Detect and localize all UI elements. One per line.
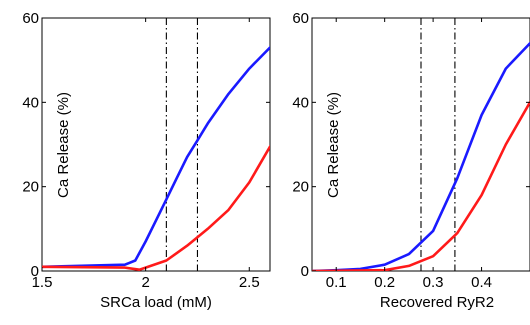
chart-2-ytick-label-2: 20 xyxy=(292,179,309,196)
chart-1-axes-frame xyxy=(41,17,271,272)
chart-2-ytick-label-3: 40 xyxy=(292,94,309,111)
chart-2-ytick-label-1: 0 xyxy=(301,263,309,280)
chart-1-ytick-label-1: 0 xyxy=(31,263,39,280)
chart-2-ytick-label-4: 60 xyxy=(292,10,309,27)
chart-2-panel: 0.1 0.2 0.3 0.4 0 20 40 60 Recovered RyR2 Ca Rele… xyxy=(292,10,530,311)
chart-1-panel: 1.5 2 2.5 0 20 40 60 SRCa load (mM) Ca Release (… xyxy=(22,10,271,311)
chart-2-series-2-line xyxy=(312,101,530,271)
chart-1-xlabel: SRCa load (mM) xyxy=(100,294,212,311)
chart-2-xtick-label-1: 0.1 xyxy=(326,274,347,291)
chart-1-series-1-line xyxy=(42,46,270,269)
chart-1-ytick-label-2: 20 xyxy=(22,179,39,196)
chart-2-ylabel: Ca Release (%) xyxy=(325,92,342,198)
chart-2-xlabel: Recovered RyR2 xyxy=(380,294,494,311)
chart-2-xtick-label-4: 0.4 xyxy=(471,274,492,291)
chart-1-xtick-label-2: 2 xyxy=(141,274,149,291)
chart-1-xtick-label-3: 2.5 xyxy=(239,274,260,291)
chart-1-ylabel: Ca Release (%) xyxy=(55,92,72,198)
chart-2-xtick-label-2: 0.2 xyxy=(374,274,395,291)
chart-2-xtick-label-3: 0.3 xyxy=(423,274,444,291)
chart-1-xtick-label-1: 1.5 xyxy=(32,274,53,291)
chart-1-series-2-line xyxy=(42,145,270,271)
chart-1-ytick-label-3: 40 xyxy=(22,94,39,111)
chart-1-ytick-label-4: 60 xyxy=(22,10,39,27)
